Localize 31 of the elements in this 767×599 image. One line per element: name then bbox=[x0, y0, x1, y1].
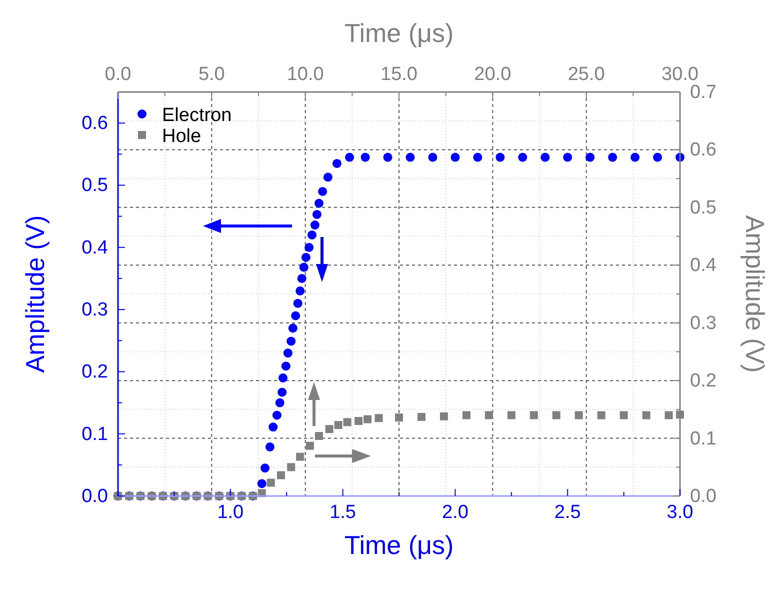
x2-tick-label: 15.0 bbox=[380, 64, 418, 85]
y-tick-label: 0.1 bbox=[82, 424, 108, 445]
y2-axis-title: Amplitude (V) bbox=[740, 215, 767, 373]
x-tick-label: 1.5 bbox=[330, 502, 356, 523]
y2-tick-label: 0.4 bbox=[690, 255, 717, 276]
y-tick-label: 0.4 bbox=[82, 237, 108, 258]
x2-tick-label: 30.0 bbox=[662, 64, 698, 85]
x2-tick-label: 20.0 bbox=[474, 64, 512, 85]
x-axis-title: Time (μs) bbox=[344, 530, 454, 560]
legend-label: Hole bbox=[162, 126, 202, 147]
y2-tick-label: 0.5 bbox=[690, 197, 716, 218]
y-tick-label: 0.3 bbox=[82, 300, 108, 321]
x2-tick-label: 25.0 bbox=[568, 64, 605, 85]
x2-tick-label: 5.0 bbox=[198, 64, 225, 85]
y2-tick-label: 0.6 bbox=[690, 140, 716, 161]
y2-tick-label: 0.2 bbox=[690, 370, 716, 392]
y-axis-title: Amplitude (V) bbox=[20, 215, 50, 373]
y2-tick-label: 0.7 bbox=[690, 82, 716, 103]
x2-tick-label: 10.0 bbox=[286, 64, 324, 85]
y2-tick-label: 0.1 bbox=[690, 428, 716, 450]
y2-tick-label: 0.3 bbox=[690, 312, 716, 334]
x2-axis-title: Time (μs) bbox=[344, 18, 454, 48]
x2-tick-label: 0.0 bbox=[104, 64, 132, 85]
y-tick-label: 0.0 bbox=[82, 486, 108, 507]
legend-label: Electron bbox=[162, 105, 232, 126]
x-tick-label: 1.0 bbox=[217, 502, 244, 523]
y-tick-label: 0.2 bbox=[82, 362, 108, 383]
x-tick-label: 2.5 bbox=[554, 502, 581, 523]
x-tick-label: 2.0 bbox=[442, 502, 468, 523]
y-tick-label: 0.6 bbox=[82, 113, 108, 134]
y-tick-label: 0.5 bbox=[82, 175, 108, 196]
